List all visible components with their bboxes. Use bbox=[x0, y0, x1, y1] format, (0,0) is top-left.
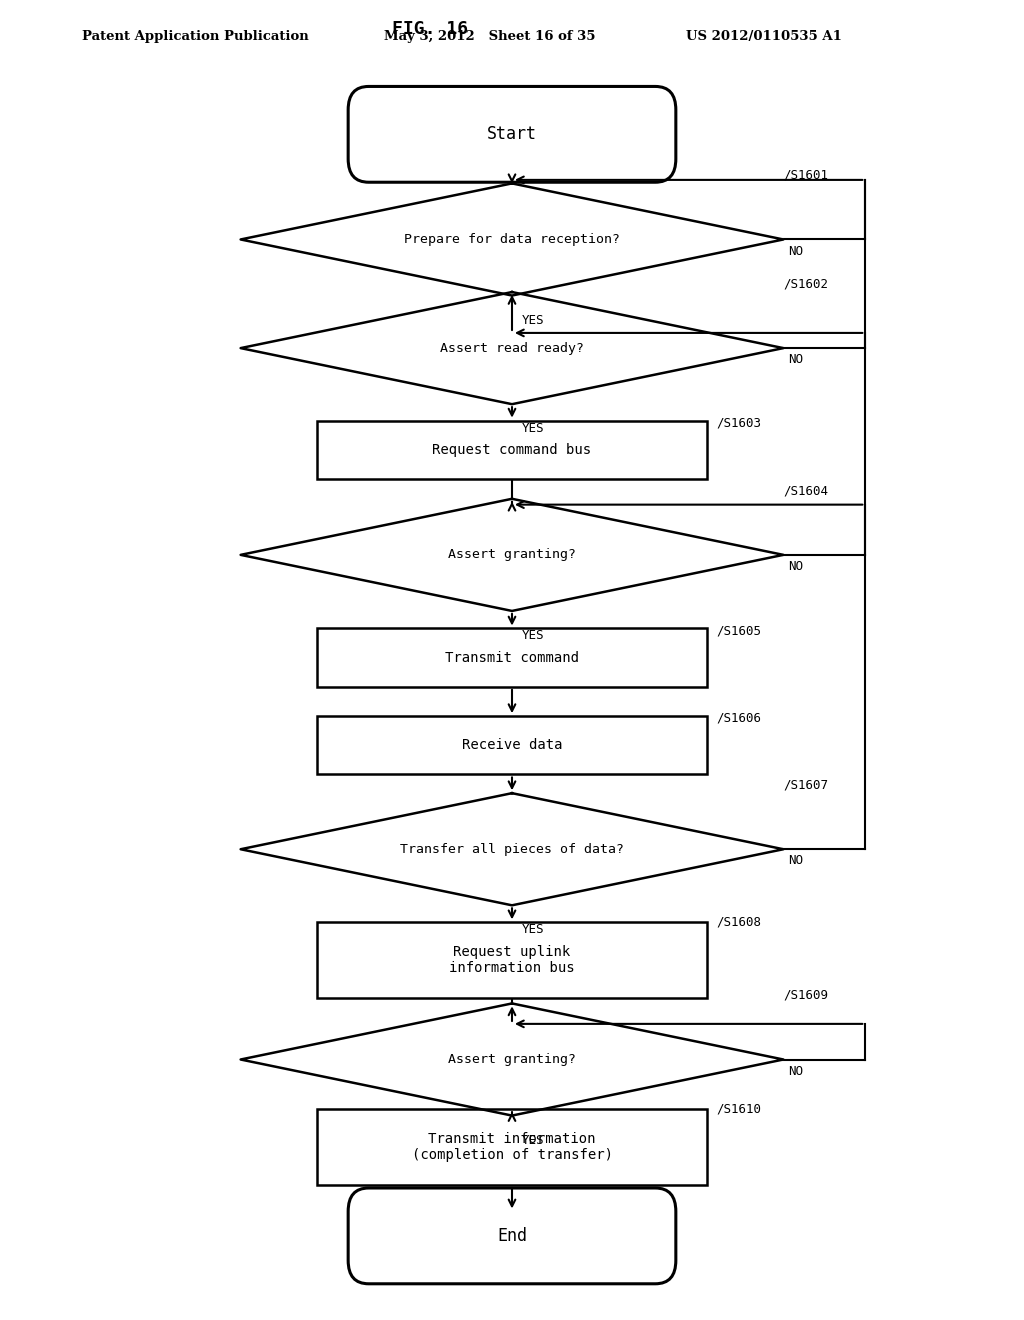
FancyBboxPatch shape bbox=[348, 86, 676, 182]
Polygon shape bbox=[241, 183, 783, 296]
Text: Assert read ready?: Assert read ready? bbox=[440, 342, 584, 355]
Bar bbox=[317, 923, 707, 998]
Text: May 3, 2012   Sheet 16 of 35: May 3, 2012 Sheet 16 of 35 bbox=[384, 29, 596, 42]
Text: /S1607: /S1607 bbox=[783, 779, 828, 792]
Text: /S1602: /S1602 bbox=[783, 277, 828, 290]
Bar bbox=[317, 421, 707, 479]
Text: YES: YES bbox=[522, 924, 545, 936]
Text: Transfer all pieces of data?: Transfer all pieces of data? bbox=[400, 842, 624, 855]
Text: /S1601: /S1601 bbox=[783, 169, 828, 182]
Text: /S1610: /S1610 bbox=[717, 1102, 762, 1115]
Text: Receive data: Receive data bbox=[462, 738, 562, 752]
Text: Transmit information
(completion of transfer): Transmit information (completion of tran… bbox=[412, 1133, 612, 1162]
Text: NO: NO bbox=[788, 354, 804, 366]
Text: /S1608: /S1608 bbox=[717, 916, 762, 929]
Text: End: End bbox=[497, 1226, 527, 1245]
Text: NO: NO bbox=[788, 854, 804, 867]
Text: US 2012/0110535 A1: US 2012/0110535 A1 bbox=[686, 29, 842, 42]
Text: Start: Start bbox=[487, 125, 537, 144]
Text: /S1606: /S1606 bbox=[717, 711, 762, 725]
Text: YES: YES bbox=[522, 314, 545, 326]
Bar bbox=[317, 1109, 707, 1185]
Text: Assert granting?: Assert granting? bbox=[449, 1053, 575, 1067]
Text: /S1609: /S1609 bbox=[783, 989, 828, 1002]
Polygon shape bbox=[241, 499, 783, 611]
Text: Prepare for data reception?: Prepare for data reception? bbox=[404, 232, 620, 246]
Polygon shape bbox=[241, 793, 783, 906]
Text: /S1603: /S1603 bbox=[717, 416, 762, 429]
FancyBboxPatch shape bbox=[348, 1188, 676, 1284]
Bar bbox=[317, 628, 707, 686]
Text: YES: YES bbox=[522, 1134, 545, 1147]
Text: FIG. 16: FIG. 16 bbox=[392, 20, 468, 38]
Text: /S1604: /S1604 bbox=[783, 484, 828, 498]
Text: Assert granting?: Assert granting? bbox=[449, 548, 575, 561]
Text: Request uplink
information bus: Request uplink information bus bbox=[450, 945, 574, 975]
Polygon shape bbox=[241, 292, 783, 404]
Text: Request command bus: Request command bus bbox=[432, 442, 592, 457]
Text: Patent Application Publication: Patent Application Publication bbox=[82, 29, 308, 42]
Text: NO: NO bbox=[788, 1065, 804, 1077]
Text: YES: YES bbox=[522, 628, 545, 642]
Bar bbox=[317, 715, 707, 775]
Polygon shape bbox=[241, 1003, 783, 1115]
Text: NO: NO bbox=[788, 244, 804, 257]
Text: YES: YES bbox=[522, 422, 545, 436]
Text: /S1605: /S1605 bbox=[717, 624, 762, 638]
Text: Transmit command: Transmit command bbox=[445, 651, 579, 665]
Text: NO: NO bbox=[788, 560, 804, 573]
